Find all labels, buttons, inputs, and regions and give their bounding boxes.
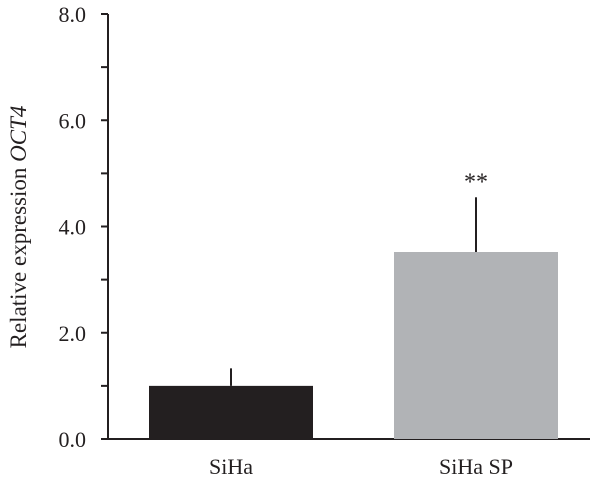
category-label: SiHa: [209, 454, 253, 479]
y-axis-title-prefix: Relative expression: [6, 162, 31, 349]
significance-label: **: [464, 169, 488, 195]
bar-siha: [149, 385, 313, 439]
y-tick-label: 6.0: [59, 108, 87, 133]
category-labels: SiHa SiHa SP: [209, 454, 513, 479]
y-tick-label: 4.0: [59, 215, 87, 240]
y-tick-label: 8.0: [59, 2, 87, 27]
y-axis-ticks: 0.0 2.0 4.0 6.0 8.0: [59, 2, 108, 452]
bar-siha-sp: [394, 252, 558, 439]
category-label: SiHa SP: [439, 454, 513, 479]
y-axis-title: Relative expression OCT4: [6, 106, 31, 349]
y-axis-title-gene: OCT4: [6, 106, 31, 162]
significance-markers: **: [464, 169, 488, 195]
error-bars: [230, 197, 477, 386]
bars: [149, 252, 558, 439]
y-tick-label: 0.0: [59, 427, 87, 452]
y-tick-label: 2.0: [59, 321, 87, 346]
